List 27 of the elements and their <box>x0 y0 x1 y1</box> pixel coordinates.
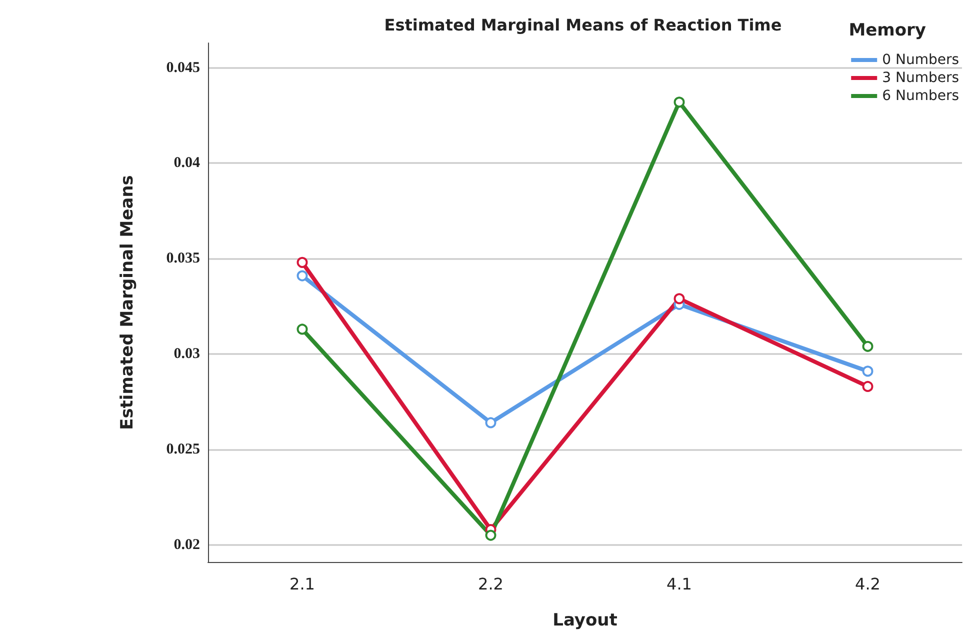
point <box>296 270 308 282</box>
y-tick-label: 0.045 <box>166 60 200 76</box>
point <box>296 256 308 268</box>
y-tick-label: 0.02 <box>174 536 200 553</box>
x-tick-label: 4.1 <box>666 574 692 594</box>
x-axis-title: Layout <box>552 610 618 630</box>
legend-label: 0 Numbers <box>882 52 959 68</box>
y-tick-label: 0.03 <box>174 346 200 362</box>
point <box>862 366 874 377</box>
x-tick-label: 4.2 <box>855 574 880 594</box>
point <box>862 380 874 392</box>
y-tick-label: 0.025 <box>166 441 200 458</box>
point <box>674 293 685 304</box>
legend-title: Memory <box>848 20 926 40</box>
point <box>485 530 496 541</box>
point <box>485 417 496 428</box>
point <box>296 324 308 335</box>
y-tick-label: 0.035 <box>166 250 200 267</box>
legend-label: 6 Numbers <box>882 88 959 104</box>
chart-title: Estimated Marginal Means of Reaction Time <box>384 16 782 34</box>
point <box>862 340 874 352</box>
point <box>674 96 685 108</box>
x-tick-label: 2.2 <box>478 574 504 594</box>
x-tick-label: 2.1 <box>290 574 315 594</box>
y-axis-title: Estimated Marginal Means <box>118 175 138 430</box>
y-tick-label: 0.04 <box>174 155 200 172</box>
legend-label: 3 Numbers <box>882 70 959 86</box>
